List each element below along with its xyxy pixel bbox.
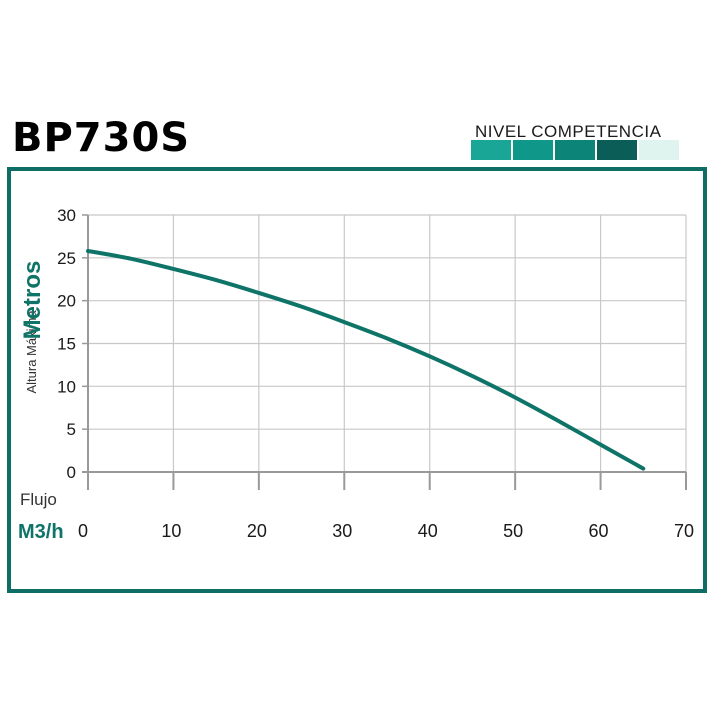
level-bar bbox=[471, 140, 679, 160]
x-tick-label: 40 bbox=[418, 521, 438, 541]
y-tick-label: 15 bbox=[57, 335, 76, 354]
x-tick-label: 70 bbox=[674, 521, 694, 541]
y-tick-label: 0 bbox=[67, 463, 76, 482]
grid-lines bbox=[87, 214, 687, 473]
x-axis-unit: M3/h bbox=[18, 521, 64, 543]
series-line-1 bbox=[86, 248, 646, 471]
chart-frame bbox=[7, 167, 707, 593]
axis-labels: 0 5 10 15 20 25 30 0 10 20 30 40 50 60 70 Flujo M3/h Altu… bbox=[18, 206, 694, 543]
x-tick-label: 60 bbox=[589, 521, 609, 541]
x-axis-label: Flujo bbox=[20, 490, 57, 509]
y-axis-unit: Metros bbox=[19, 261, 46, 340]
y-tick-label: 5 bbox=[67, 420, 76, 439]
level-segment-2 bbox=[513, 140, 553, 160]
y-tick-label: 30 bbox=[57, 206, 76, 225]
level-segment-4 bbox=[597, 140, 637, 160]
level-label: NIVEL COMPETENCIA bbox=[475, 122, 662, 141]
x-tick-label: 10 bbox=[161, 521, 181, 541]
y-tick-label: 25 bbox=[57, 249, 76, 268]
x-tick-label: 0 bbox=[78, 521, 88, 541]
series bbox=[86, 248, 646, 471]
level-segment-5 bbox=[639, 140, 679, 160]
y-axis-label: Altura Máxima bbox=[24, 310, 39, 394]
axes bbox=[82, 214, 687, 490]
x-tick-label: 50 bbox=[503, 521, 523, 541]
y-tick-label: 10 bbox=[57, 377, 76, 396]
level-segment-3 bbox=[555, 140, 595, 160]
x-tick-label: 30 bbox=[332, 521, 352, 541]
y-tick-label: 20 bbox=[57, 292, 76, 311]
x-tick-label: 20 bbox=[247, 521, 267, 541]
level-segment-1 bbox=[471, 140, 511, 160]
chart-title: BP730S bbox=[12, 115, 191, 161]
